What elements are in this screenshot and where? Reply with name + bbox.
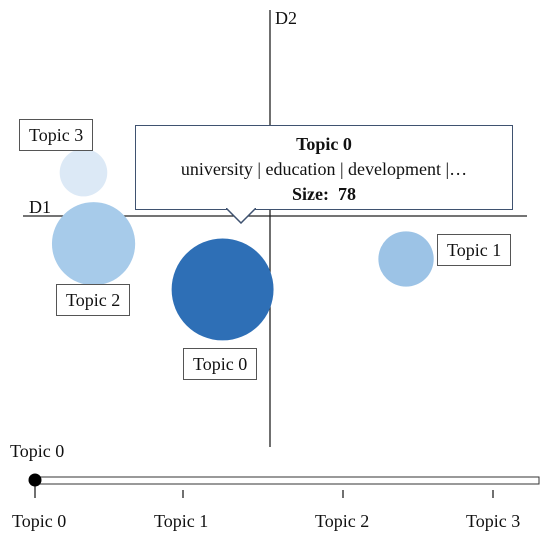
- topic-3-label: Topic 3: [19, 119, 94, 151]
- topic-1-label: Topic 1: [437, 234, 512, 266]
- slider-tick-label-0: Topic 0: [12, 511, 67, 531]
- topic-2-bubble[interactable]: [51, 202, 136, 286]
- d1-axis-label: D1: [29, 197, 51, 217]
- topic-slider-handle[interactable]: [28, 473, 42, 487]
- slider-tick-group: [34, 486, 494, 498]
- topic-3-bubble[interactable]: [59, 148, 108, 197]
- topic-2-label: Topic 2: [56, 284, 131, 316]
- d2-axis-label: D2: [275, 8, 297, 28]
- slider-current-label: Topic 0: [10, 441, 65, 461]
- hover-tooltip: Topic 0 university | education | develop…: [135, 125, 513, 210]
- topic-slider-track[interactable]: [34, 476, 540, 485]
- bubble-group: [51, 148, 434, 341]
- slider-tick-label-3: Topic 3: [466, 511, 521, 531]
- slider-tick-label-1: Topic 1: [154, 511, 209, 531]
- tooltip-words: university | education | development |…: [180, 159, 468, 179]
- tooltip-size: Size: 78: [136, 182, 512, 207]
- slider-tick-label-2: Topic 2: [315, 511, 370, 531]
- tooltip-size-label: Size:: [292, 184, 329, 204]
- tooltip-pointer: [226, 208, 256, 224]
- tooltip-title: Topic 0: [296, 134, 352, 154]
- topic-1-bubble[interactable]: [378, 231, 434, 287]
- tooltip-size-value: 78: [337, 184, 356, 204]
- topic-0-bubble[interactable]: [171, 238, 274, 341]
- topic-0-label: Topic 0: [183, 348, 258, 380]
